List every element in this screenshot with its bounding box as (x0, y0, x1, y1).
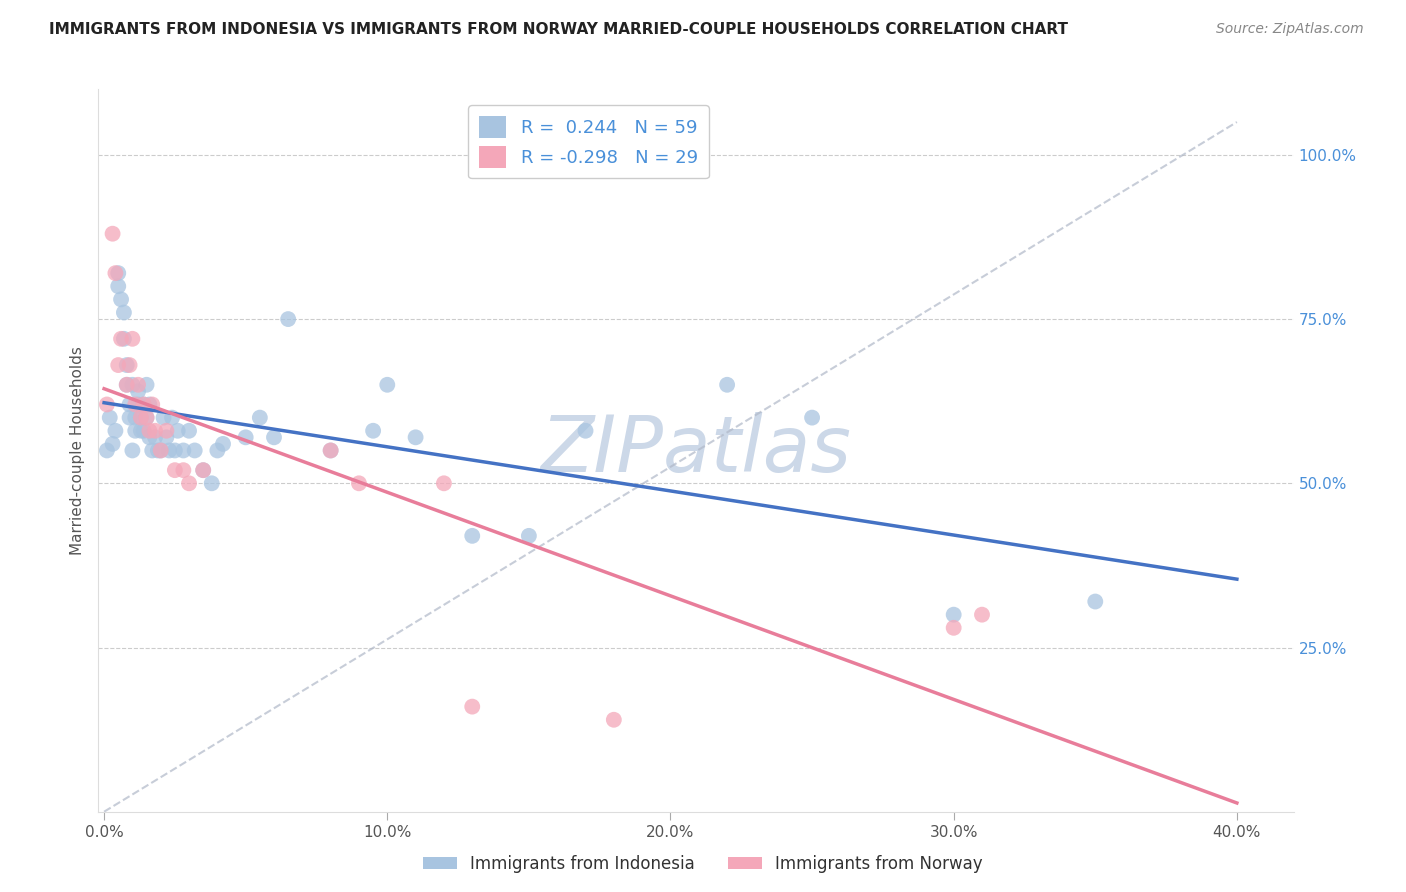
Point (183, 443, 205, 458)
Text: Source: ZipAtlas.com: Source: ZipAtlas.com (1216, 22, 1364, 37)
Point (118, 397, 141, 411)
Point (101, 227, 124, 241)
Point (135, 410, 157, 425)
Point (121, 377, 143, 392)
Point (118, 410, 141, 425)
Point (263, 430, 285, 444)
Point (138, 424, 160, 438)
Point (319, 443, 342, 458)
Point (115, 358, 138, 372)
Point (201, 476, 224, 491)
Point (517, 529, 540, 543)
Point (152, 410, 174, 425)
Point (112, 305, 135, 319)
Point (143, 424, 166, 438)
Point (149, 443, 172, 458)
Point (970, 607, 993, 622)
Point (135, 377, 157, 392)
Point (361, 424, 384, 438)
Point (193, 463, 215, 477)
Point (157, 443, 180, 458)
Point (163, 443, 186, 458)
Point (118, 358, 141, 372)
Legend: R =  0.244   N = 59, R = -0.298   N = 29: R = 0.244 N = 59, R = -0.298 N = 29 (468, 105, 709, 178)
Point (132, 397, 155, 411)
Point (127, 384, 149, 399)
Point (135, 410, 157, 425)
Point (124, 397, 146, 411)
Point (603, 713, 626, 727)
Point (193, 463, 215, 477)
Point (129, 410, 152, 425)
Point (115, 377, 138, 392)
Point (319, 443, 342, 458)
Point (124, 410, 146, 425)
Point (277, 312, 299, 326)
Point (129, 410, 152, 425)
Point (112, 332, 135, 346)
Point (942, 621, 965, 635)
Point (121, 332, 143, 346)
Point (96, 397, 118, 411)
Text: ZIPatlas: ZIPatlas (540, 412, 852, 489)
Point (801, 410, 824, 425)
Point (96, 443, 118, 458)
Point (461, 529, 484, 543)
Text: IMMIGRANTS FROM INDONESIA VS IMMIGRANTS FROM NORWAY MARRIED-COUPLE HOUSEHOLDS CO: IMMIGRANTS FROM INDONESIA VS IMMIGRANTS … (49, 22, 1069, 37)
Point (160, 410, 183, 425)
Point (138, 430, 160, 444)
Point (138, 397, 160, 411)
Point (101, 437, 124, 451)
Point (207, 443, 229, 458)
Point (110, 332, 132, 346)
Point (132, 397, 155, 411)
Point (235, 430, 257, 444)
Y-axis label: Married-couple Households: Married-couple Households (69, 346, 84, 555)
Point (155, 430, 177, 444)
Point (166, 424, 188, 438)
Point (132, 424, 155, 438)
Point (104, 424, 127, 438)
Point (461, 699, 484, 714)
Point (98, 410, 121, 425)
Point (141, 397, 163, 411)
Point (124, 424, 146, 438)
Point (163, 463, 186, 477)
Point (1084, 594, 1107, 608)
Point (129, 424, 152, 438)
Point (121, 443, 143, 458)
Point (115, 377, 138, 392)
Point (127, 397, 149, 411)
Point (249, 410, 271, 425)
Point (127, 377, 149, 392)
Point (143, 430, 166, 444)
Point (107, 279, 129, 293)
Point (433, 476, 456, 491)
Point (177, 424, 200, 438)
Point (574, 424, 596, 438)
Point (172, 443, 194, 458)
Point (110, 293, 132, 307)
Point (172, 463, 194, 477)
Point (375, 377, 398, 392)
Legend: Immigrants from Indonesia, Immigrants from Norway: Immigrants from Indonesia, Immigrants fr… (416, 848, 990, 880)
Point (716, 377, 738, 392)
Point (149, 443, 172, 458)
Point (942, 607, 965, 622)
Point (177, 476, 200, 491)
Point (104, 266, 127, 280)
Point (107, 266, 129, 280)
Point (155, 424, 177, 438)
Point (347, 476, 370, 491)
Point (107, 358, 129, 372)
Point (212, 437, 235, 451)
Point (141, 443, 163, 458)
Point (405, 430, 427, 444)
Point (146, 443, 169, 458)
